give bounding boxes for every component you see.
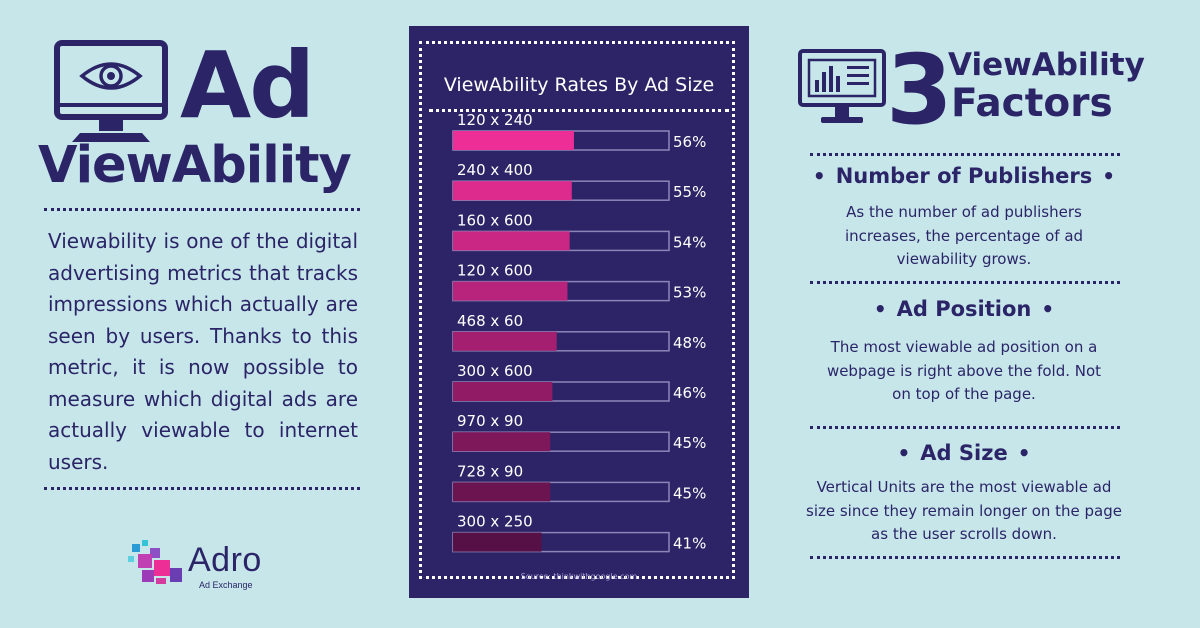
bar [453,482,551,502]
bar [453,181,572,201]
factor-heading: • Ad Position • [796,299,1132,320]
factor-heading: • Number of Publishers • [796,166,1132,187]
category-label: 240 x 400 [457,161,533,179]
divider [810,281,1120,284]
dashboard-monitor-icon [798,49,886,123]
value-label: 45% [673,484,706,502]
chart-source: Source: thinkwithgoogle.com [520,572,638,581]
bar [453,231,570,251]
factors-heading-line1: ViewAbility [948,47,1145,83]
divider [810,426,1120,429]
divider [44,487,360,490]
page-title-ad: Ad [180,32,315,139]
category-label: 300 x 250 [457,513,533,531]
bar [453,131,574,150]
bullet-dot: • [1017,441,1031,465]
chart-title: ViewAbility Rates By Ad Size [443,74,715,96]
bullet-dot: • [1041,297,1055,321]
factor-count: 3 [886,34,953,146]
category-label: 300 x 600 [457,362,533,380]
bar [453,331,557,351]
category-label: 970 x 90 [457,412,523,430]
chart-panel: ViewAbility Rates By Ad Size 120 x 240 56… [409,26,749,598]
factor-title: Number of Publishers [835,164,1093,188]
category-label: 728 x 90 [457,462,523,480]
category-label: 160 x 600 [457,211,533,229]
value-label: 41% [673,535,706,553]
value-label: 53% [673,284,706,302]
chart-frame [419,41,735,579]
value-label: 56% [673,133,706,151]
category-label: 120 x 600 [457,262,533,280]
bar-chart: 120 x 240 56% 240 x 400 55% 160 x 600 54% 120 … [452,111,706,553]
page-title-viewability: ViewAbility [38,136,352,195]
bar [453,281,568,301]
bullet-dot: • [873,297,887,321]
category-label: 468 x 60 [457,312,523,330]
factor-description: The most viewable ad position on a webpa… [826,338,1102,403]
factors-heading-line2: Factors [951,81,1113,126]
bullet-dot: • [1102,164,1116,188]
category-label: 120 x 240 [457,111,533,129]
bullet-dot: • [812,164,826,188]
value-label: 45% [673,434,706,452]
bar [453,382,553,401]
value-label: 54% [673,233,706,251]
divider [810,153,1120,156]
intro-paragraph: Viewability is one of the digital advert… [48,229,358,474]
factor-title: Ad Size [920,441,1008,465]
bullet-dot: • [897,441,911,465]
bar [453,432,551,452]
divider [810,556,1120,559]
value-label: 55% [673,183,706,201]
monitor-eye-icon [54,40,168,142]
factor-title: Ad Position [896,297,1032,321]
brand-tagline: Ad Exchange [199,580,253,590]
chart-title-divider [429,109,729,112]
brand-name: Adro [188,541,262,579]
factor-heading: • Ad Size • [796,443,1132,464]
adro-logo-icon [128,540,182,584]
value-label: 46% [673,384,706,402]
factor-description: Vertical Units are the most viewable ad … [806,478,1122,543]
bar [453,532,542,552]
value-label: 48% [673,334,706,352]
factor-description: As the number of ad publishers increases… [844,203,1084,268]
divider [44,208,360,211]
